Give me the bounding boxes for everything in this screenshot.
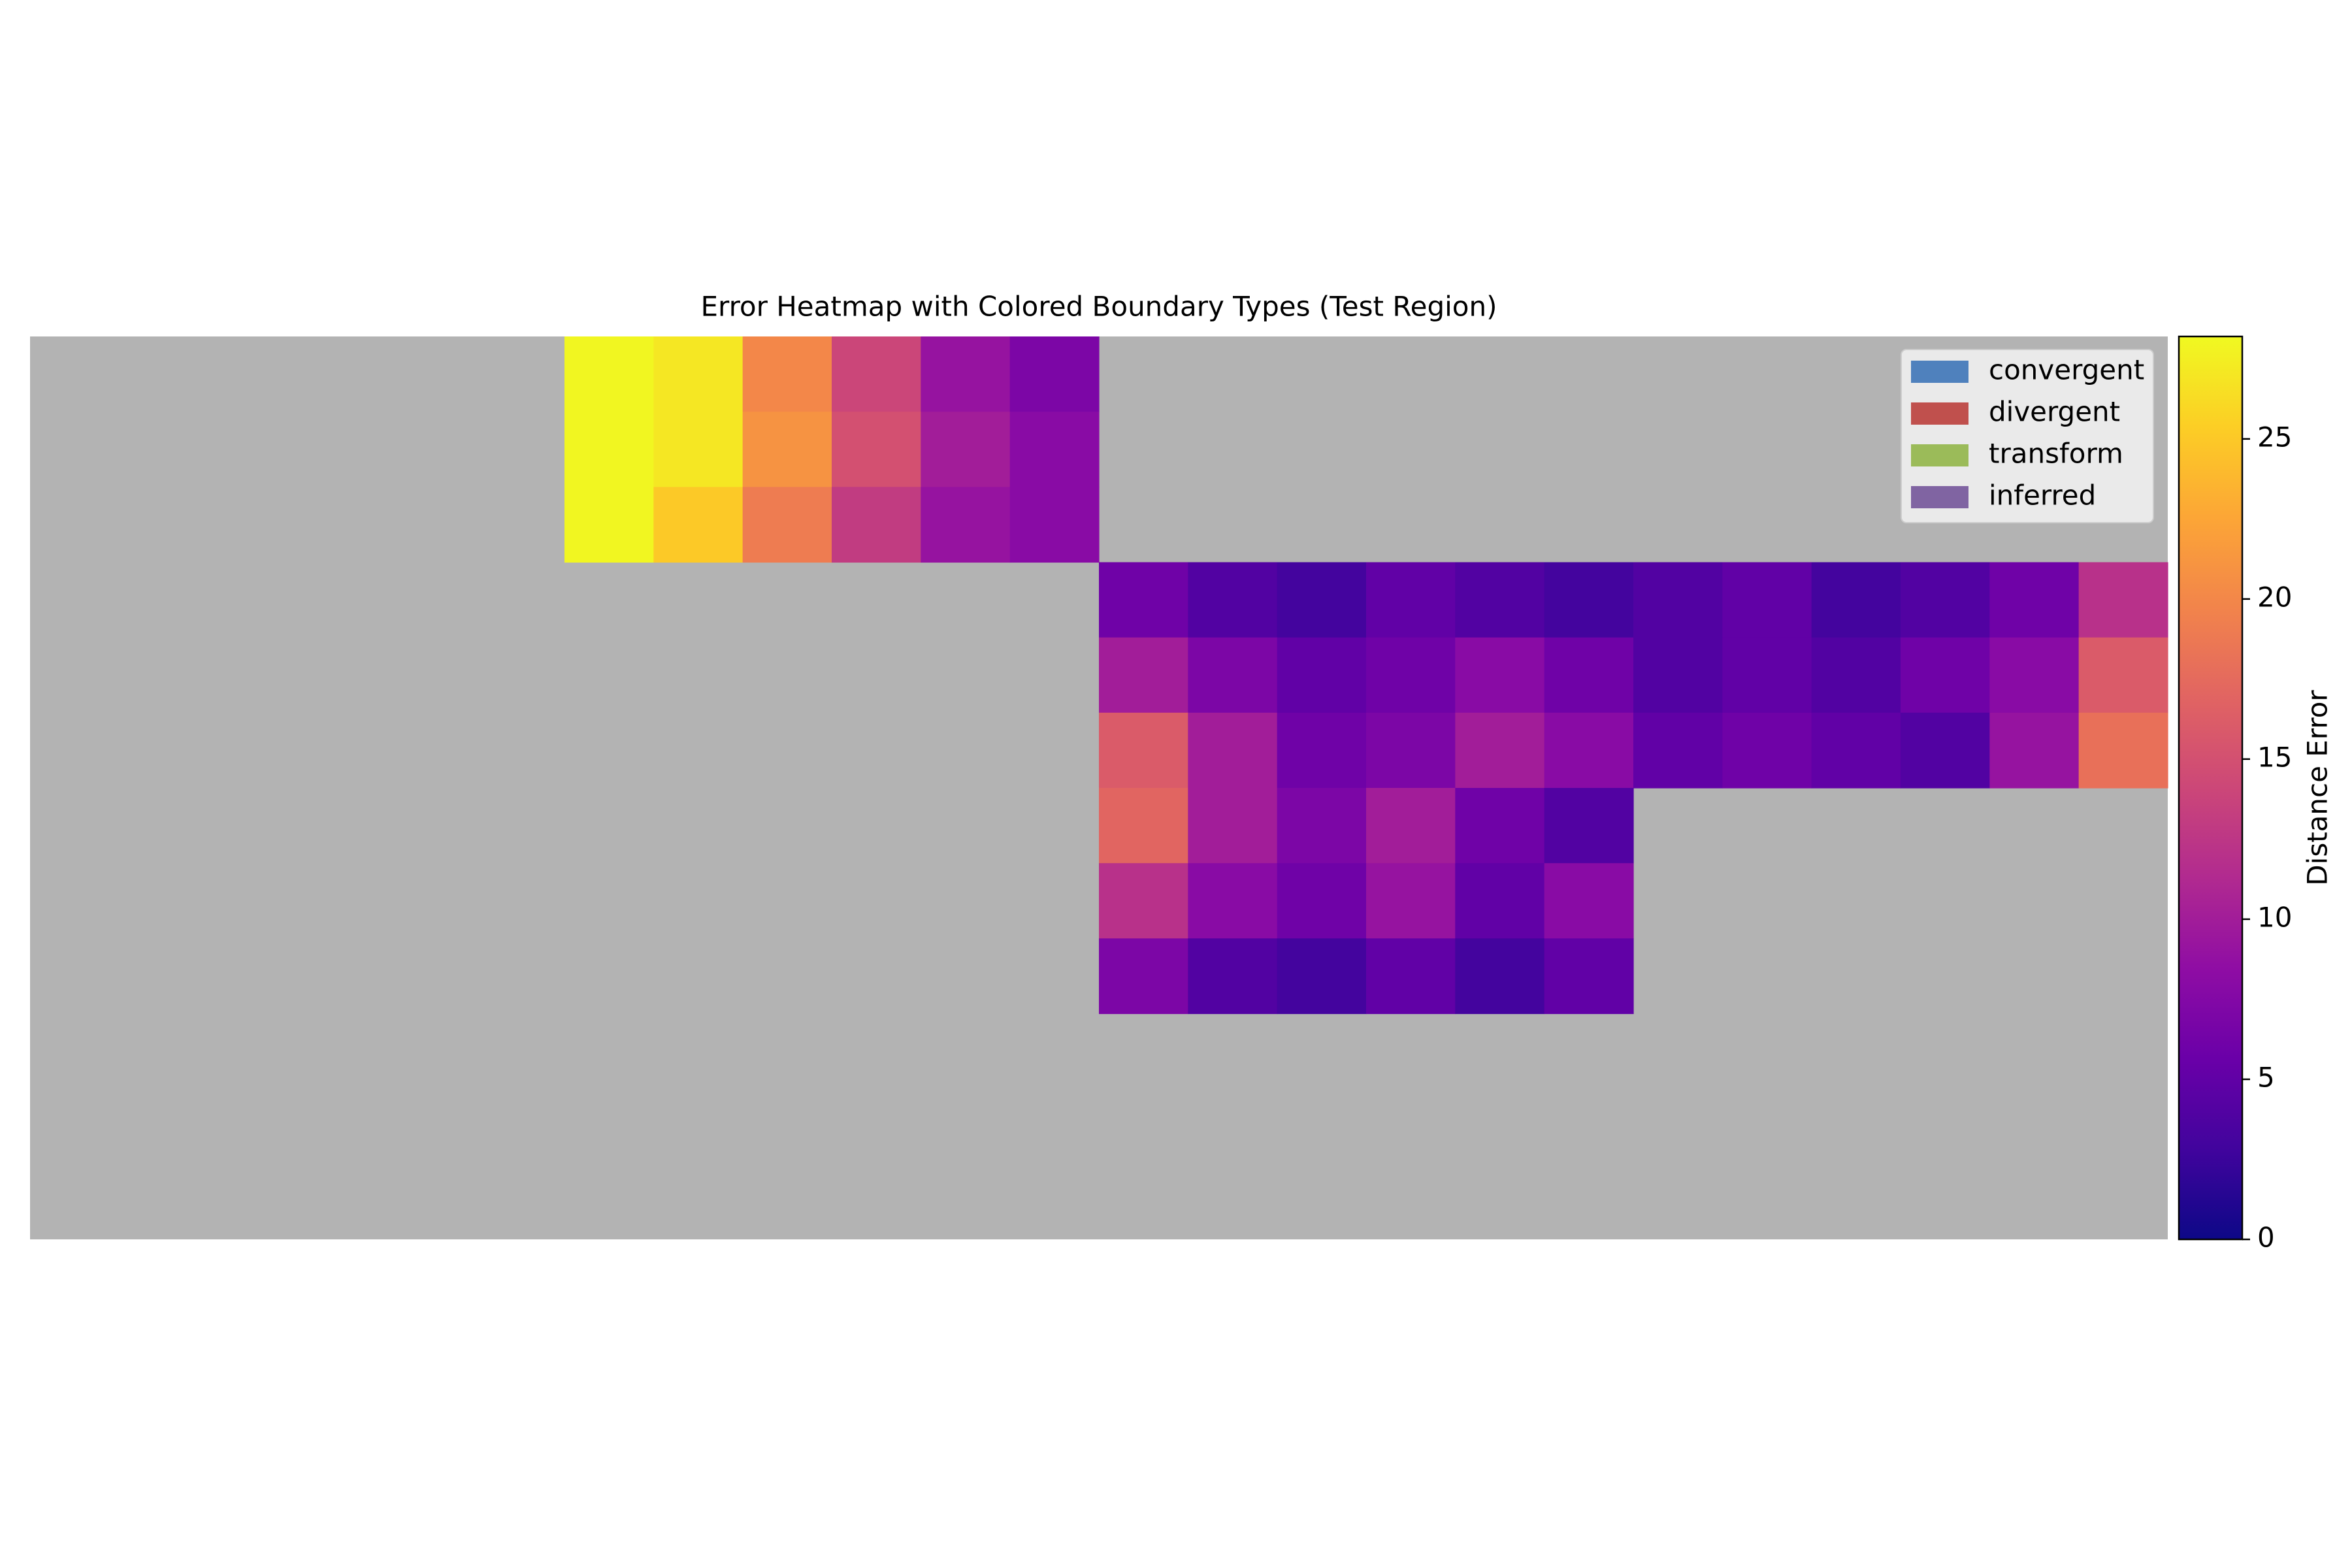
heat-cell — [1633, 562, 1723, 638]
legend-label: inferred — [1989, 480, 2096, 512]
heat-cell — [921, 336, 1011, 412]
legend-label: transform — [1989, 438, 2123, 470]
heat-cell — [1455, 712, 1545, 789]
legend-swatch — [1911, 361, 1968, 383]
heat-cell — [1544, 712, 1634, 789]
heat-cell — [1099, 938, 1188, 1015]
heat-cell — [1188, 788, 1278, 864]
heat-cell — [1277, 637, 1367, 713]
legend-swatch — [1911, 486, 1968, 508]
legend-label: divergent — [1989, 396, 2120, 428]
legend-box — [1901, 349, 2154, 523]
heat-cell — [1901, 637, 1990, 713]
heat-cell — [1455, 863, 1545, 939]
colorbar-tick-label: 5 — [2257, 1061, 2275, 1093]
heat-cell — [1277, 938, 1367, 1015]
heat-cell — [1188, 712, 1278, 789]
heat-cell — [564, 336, 654, 412]
chart-title: Error Heatmap with Colored Boundary Type… — [701, 291, 1497, 323]
heat-cell — [564, 487, 654, 563]
heat-cell — [1811, 637, 1901, 713]
colorbar-tick-label: 0 — [2257, 1222, 2275, 1254]
heat-cell — [1722, 562, 1812, 638]
heat-cell — [1366, 637, 1456, 713]
heat-cell — [1811, 712, 1901, 789]
legend-swatch — [1911, 444, 1968, 466]
heat-cell — [1633, 637, 1723, 713]
heat-cell — [1188, 562, 1278, 638]
heat-cell — [832, 412, 921, 487]
colorbar-tick-label: 10 — [2257, 901, 2292, 933]
heat-cell — [1366, 938, 1456, 1015]
legend: convergent divergent transform inferred — [1901, 349, 2154, 523]
colorbar-label: Distance Error — [2302, 690, 2334, 886]
heat-cell — [1455, 938, 1545, 1015]
heat-cell — [921, 487, 1011, 563]
heat-cell — [1722, 712, 1812, 789]
heat-cell — [1544, 637, 1634, 713]
heat-cell — [1188, 637, 1278, 713]
heat-cell — [1277, 788, 1367, 864]
heat-cell — [1544, 562, 1634, 638]
heat-cell — [1811, 562, 1901, 638]
heat-cell — [564, 412, 654, 487]
heat-cell — [1099, 863, 1188, 939]
heat-cell — [1455, 788, 1545, 864]
heat-cell — [1099, 712, 1188, 789]
heat-cell — [742, 336, 832, 412]
heat-cell — [653, 487, 743, 563]
heat-cell — [832, 487, 921, 563]
heat-cell — [1989, 712, 2080, 789]
heat-cell — [1277, 863, 1367, 939]
heat-cell — [1366, 863, 1456, 939]
heat-cell — [1009, 412, 1100, 487]
colorbar — [2178, 335, 2244, 1241]
heat-cell — [1544, 788, 1634, 864]
heat-cell — [742, 487, 832, 563]
heat-cell — [1544, 938, 1634, 1015]
colorbar-tick-label: 20 — [2257, 581, 2292, 613]
heat-cell — [1455, 637, 1545, 713]
legend-label: convergent — [1989, 354, 2144, 386]
heat-cell — [1901, 712, 1990, 789]
heat-cell — [1989, 562, 2080, 638]
heat-cell — [1366, 562, 1456, 638]
heatmap — [564, 336, 2168, 1015]
heat-cell — [1009, 336, 1100, 412]
heat-cell — [832, 336, 921, 412]
heat-cell — [1633, 712, 1723, 789]
heat-cell — [653, 336, 743, 412]
heat-cell — [2078, 712, 2168, 789]
heat-cell — [1009, 487, 1100, 563]
heat-cell — [2078, 637, 2168, 713]
colorbar-tick-label: 15 — [2257, 741, 2292, 773]
heat-cell — [1099, 562, 1188, 638]
heat-cell — [921, 412, 1011, 487]
heat-cell — [742, 412, 832, 487]
heat-cell — [1722, 637, 1812, 713]
legend-swatch — [1911, 402, 1968, 425]
heat-cell — [1366, 712, 1456, 789]
heat-cell — [653, 412, 743, 487]
heat-cell — [2078, 562, 2168, 638]
heat-cell — [1099, 637, 1188, 713]
heat-cell — [1277, 562, 1367, 638]
heat-cell — [1989, 637, 2080, 713]
heat-cell — [1544, 863, 1634, 939]
heat-cell — [1099, 788, 1188, 864]
heat-cell — [1277, 712, 1367, 789]
heat-cell — [1188, 863, 1278, 939]
heat-cell — [1901, 562, 1990, 638]
heat-cell — [1366, 788, 1456, 864]
heat-cell — [1455, 562, 1545, 638]
heat-cell — [1188, 938, 1278, 1015]
colorbar-tick-label: 25 — [2257, 421, 2292, 453]
